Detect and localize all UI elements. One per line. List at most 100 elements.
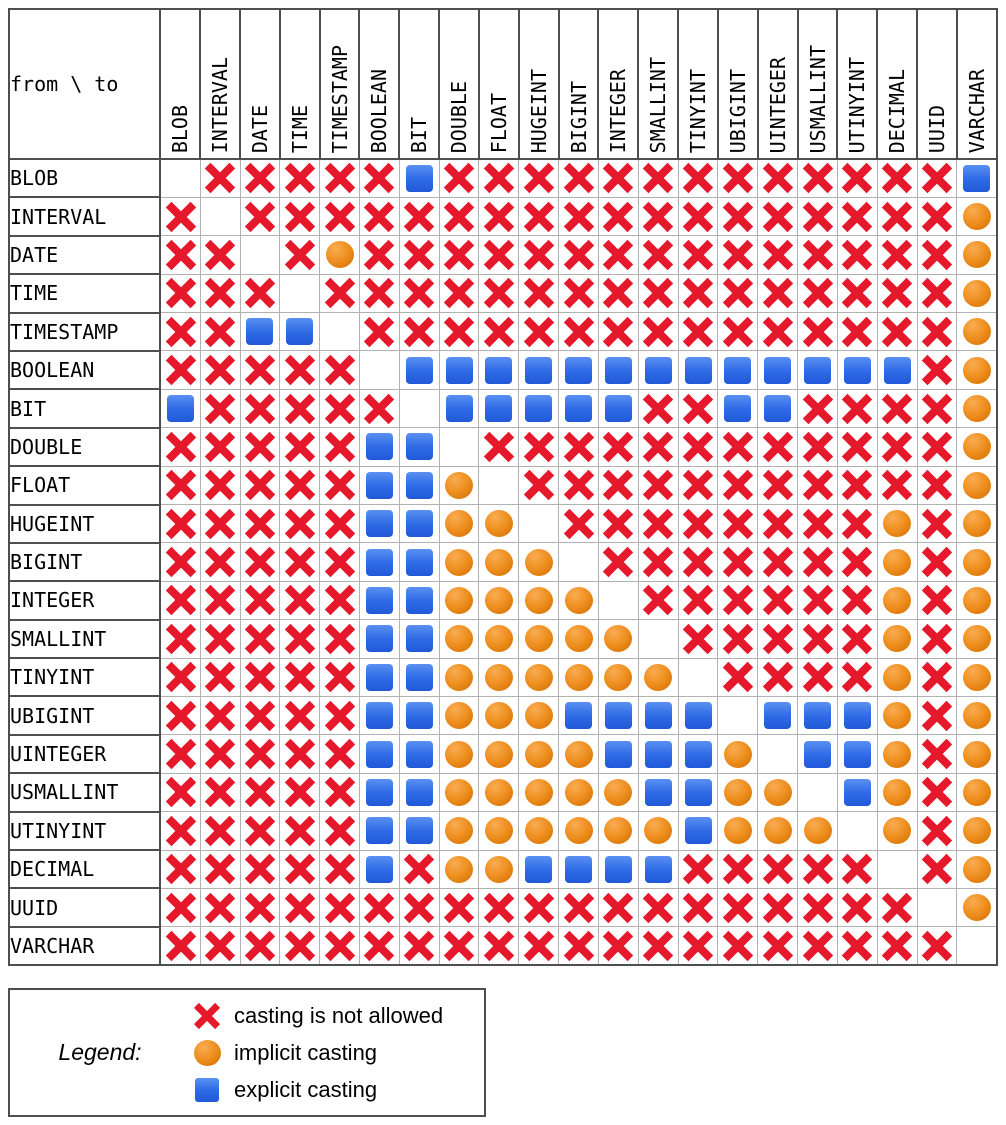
matrix-cell — [876, 312, 918, 352]
not-allowed-icon — [206, 624, 235, 653]
implicit-cast-icon — [524, 663, 553, 691]
explicit-cast-icon — [764, 702, 792, 730]
not-allowed-icon — [166, 202, 195, 231]
matrix-cell — [358, 273, 400, 314]
matrix-row-time: TIME — [7, 273, 998, 314]
implicit-cast-icon — [883, 548, 912, 576]
implicit-cast-icon — [445, 740, 474, 768]
matrix-cell — [438, 926, 480, 966]
matrix-cell — [398, 887, 440, 928]
matrix-cell — [319, 887, 360, 928]
not-allowed-icon — [445, 164, 474, 193]
matrix-cell — [199, 158, 241, 198]
column-header-label: TIMESTAMP — [327, 44, 352, 153]
not-allowed-icon — [564, 509, 593, 538]
matrix-cell — [518, 695, 560, 736]
matrix-cell — [199, 619, 241, 659]
implicit-cast-icon — [962, 778, 991, 806]
not-allowed-icon — [763, 931, 792, 960]
not-allowed-icon — [325, 356, 354, 385]
row-label-tinyint: TINYINT — [7, 657, 162, 698]
matrix-cell — [438, 273, 480, 314]
matrix-row-bigint: BIGINT — [7, 541, 998, 583]
matrix-cell — [677, 542, 719, 582]
matrix-cell — [836, 849, 878, 889]
matrix-cell — [956, 158, 998, 198]
matrix-cell — [597, 542, 639, 582]
matrix-cell — [358, 542, 400, 582]
matrix-cell — [717, 273, 759, 314]
matrix-cell — [159, 273, 201, 314]
not-allowed-icon — [206, 855, 235, 884]
matrix-cell — [199, 312, 241, 352]
matrix-cell — [319, 811, 360, 851]
matrix-cell — [518, 196, 560, 237]
matrix-cell — [956, 465, 998, 506]
matrix-cell — [279, 772, 321, 813]
not-allowed-icon — [883, 317, 912, 346]
column-header-label: INTEGER — [606, 68, 631, 153]
column-header-uuid: UUID — [916, 8, 958, 160]
not-allowed-icon — [922, 432, 951, 461]
column-header-label: UTINYINT — [845, 56, 870, 153]
matrix-cell — [797, 657, 838, 697]
row-label-varchar: VARCHAR — [7, 925, 162, 967]
matrix-cell — [159, 350, 201, 390]
matrix-cell — [239, 657, 281, 697]
matrix-row-integer: INTEGER — [7, 580, 998, 621]
matrix-cell — [876, 504, 918, 544]
not-allowed-icon — [644, 893, 673, 922]
matrix-cell — [558, 273, 599, 314]
not-allowed-icon — [922, 394, 951, 423]
matrix-cell — [956, 388, 998, 429]
implicit-cast-icon — [962, 663, 991, 691]
explicit-cast-icon — [883, 356, 911, 384]
explicit-cast-icon — [246, 318, 274, 346]
not-allowed-icon — [405, 240, 434, 269]
matrix-cell — [319, 580, 360, 621]
matrix-cell — [836, 388, 878, 429]
not-allowed-icon — [365, 317, 394, 346]
implicit-cast-icon — [962, 203, 991, 231]
explicit-cast-icon — [843, 740, 871, 768]
not-allowed-icon — [803, 317, 832, 346]
matrix-cell — [558, 619, 599, 659]
column-header-boolean: BOOLEAN — [358, 8, 401, 160]
not-allowed-icon — [922, 701, 951, 730]
not-allowed-icon — [524, 164, 553, 193]
row-label-bit: BIT — [7, 388, 162, 429]
not-allowed-icon — [285, 893, 314, 922]
not-allowed-icon — [206, 356, 235, 385]
matrix-cell — [677, 312, 719, 352]
matrix-cell — [717, 158, 759, 198]
column-header-double: DOUBLE — [438, 8, 480, 160]
not-allowed-icon — [285, 202, 314, 231]
implicit-cast-icon — [445, 663, 474, 691]
matrix-cell — [916, 811, 958, 851]
matrix-cell — [398, 734, 440, 774]
matrix-cell — [398, 465, 440, 506]
not-allowed-icon — [484, 202, 513, 231]
implicit-cast-icon — [962, 471, 991, 499]
matrix-cell — [956, 235, 998, 275]
matrix-cell — [836, 350, 878, 390]
matrix-cell — [358, 504, 400, 544]
implicit-cast-icon — [883, 625, 912, 653]
not-allowed-icon — [803, 471, 832, 500]
column-header-label: VARCHAR — [964, 68, 989, 153]
matrix-cell — [518, 312, 560, 352]
matrix-cell — [637, 734, 679, 774]
not-allowed-icon — [245, 356, 274, 385]
not-allowed-icon — [922, 816, 951, 845]
matrix-row-usmallint: USMALLINT — [7, 772, 998, 813]
column-header-label: USMALLINT — [805, 44, 830, 153]
explicit-cast-icon — [843, 356, 871, 384]
matrix-cell — [558, 849, 599, 889]
not-allowed-icon — [245, 740, 274, 769]
matrix-cell — [478, 158, 520, 198]
matrix-cell — [597, 926, 639, 966]
matrix-cell — [757, 580, 799, 621]
matrix-cell — [558, 695, 599, 736]
matrix-cell — [956, 734, 998, 774]
not-allowed-icon — [644, 432, 673, 461]
